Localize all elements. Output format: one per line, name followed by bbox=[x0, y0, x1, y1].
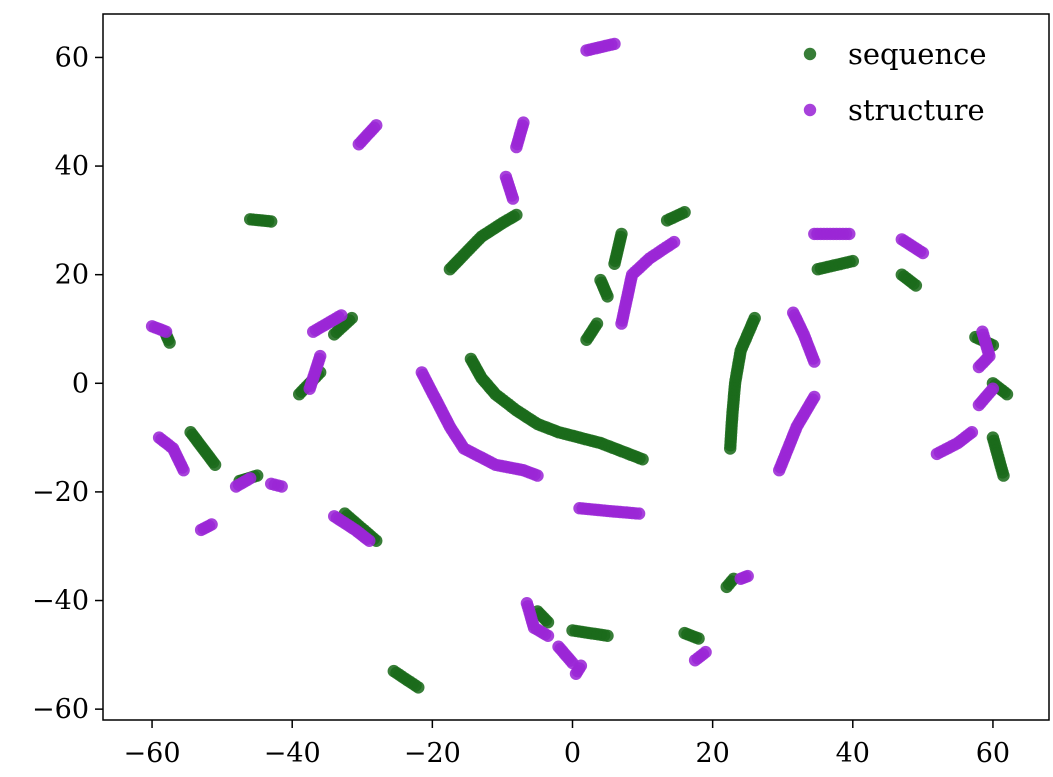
data-point bbox=[363, 534, 376, 547]
data-point bbox=[1000, 388, 1014, 401]
y-axis: −60 −40 −20 0 20 40 60 bbox=[32, 42, 103, 725]
x-axis: −60 −40 −20 0 20 40 60 bbox=[124, 720, 1010, 769]
x-tick-label: −20 bbox=[404, 738, 461, 769]
plot-frame bbox=[102, 13, 1050, 721]
data-point bbox=[208, 458, 222, 471]
legend-marker-structure bbox=[803, 103, 817, 117]
data-point bbox=[345, 311, 358, 325]
data-point bbox=[972, 360, 986, 374]
legend-marker-sequence bbox=[803, 47, 817, 61]
data-point bbox=[601, 290, 614, 303]
data-point bbox=[541, 616, 555, 629]
data-point bbox=[541, 629, 555, 642]
data-point bbox=[335, 309, 348, 322]
points-layer bbox=[145, 37, 1014, 694]
data-point bbox=[205, 518, 218, 531]
data-point bbox=[590, 317, 604, 330]
data-point bbox=[986, 382, 1000, 395]
data-point bbox=[510, 208, 523, 222]
x-tick-label: 20 bbox=[695, 738, 729, 769]
data-point bbox=[517, 116, 530, 129]
data-point bbox=[370, 119, 383, 132]
x-tick-label: −60 bbox=[124, 738, 181, 769]
x-tick-label: 60 bbox=[976, 738, 1010, 769]
y-tick-label: −20 bbox=[32, 477, 89, 508]
data-point bbox=[808, 355, 821, 368]
data-point bbox=[636, 453, 649, 466]
x-tick-label: 0 bbox=[564, 738, 581, 769]
plot-background bbox=[103, 14, 1049, 720]
data-point bbox=[846, 254, 859, 268]
data-point bbox=[531, 469, 544, 482]
y-tick-label: −40 bbox=[32, 586, 89, 617]
data-point bbox=[748, 311, 761, 325]
data-point bbox=[692, 632, 705, 645]
x-tick-label: 40 bbox=[836, 738, 870, 769]
data-point bbox=[601, 629, 614, 642]
y-tick-label: 60 bbox=[55, 42, 89, 73]
y-tick-label: 40 bbox=[55, 151, 89, 182]
data-point bbox=[265, 215, 278, 228]
data-point bbox=[699, 645, 712, 659]
data-point bbox=[615, 227, 628, 241]
data-point bbox=[412, 681, 425, 694]
legend: sequence structure bbox=[803, 37, 987, 127]
data-point bbox=[177, 464, 190, 477]
data-point bbox=[163, 336, 176, 349]
y-tick-label: 20 bbox=[55, 260, 89, 291]
data-point bbox=[632, 507, 646, 520]
legend-label-structure: structure bbox=[848, 93, 985, 127]
data-point bbox=[275, 480, 288, 493]
data-point bbox=[997, 469, 1010, 482]
legend-label-sequence: sequence bbox=[848, 37, 987, 71]
data-point bbox=[574, 659, 588, 672]
data-point bbox=[965, 426, 979, 439]
data-point bbox=[741, 569, 754, 583]
data-point bbox=[909, 279, 923, 292]
data-point bbox=[667, 235, 681, 249]
x-tick-label: −40 bbox=[264, 738, 321, 769]
y-tick-label: −60 bbox=[32, 694, 89, 725]
data-point bbox=[916, 246, 930, 260]
y-tick-label: 0 bbox=[72, 368, 89, 399]
data-point bbox=[773, 464, 786, 477]
data-point bbox=[159, 325, 173, 338]
data-point bbox=[506, 192, 520, 205]
data-point bbox=[608, 37, 621, 51]
data-point bbox=[843, 227, 856, 241]
series-structure bbox=[145, 37, 1000, 680]
data-point bbox=[678, 206, 691, 219]
data-point bbox=[244, 472, 257, 485]
data-point bbox=[303, 382, 316, 395]
